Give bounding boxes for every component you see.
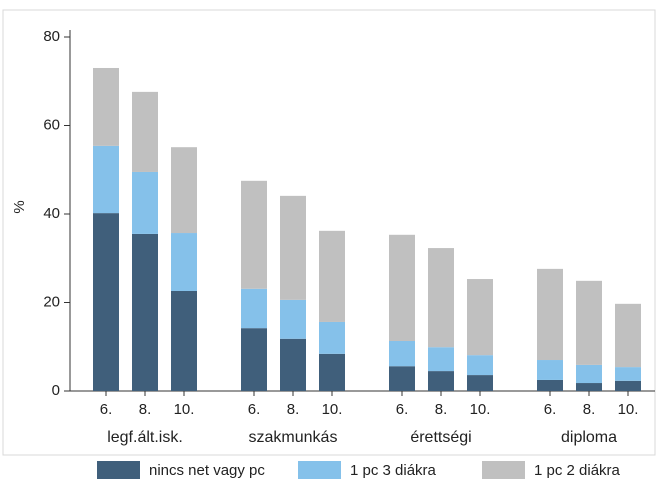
bar-segment xyxy=(467,279,493,356)
y-tick-label: 40 xyxy=(43,205,60,222)
bar-segment xyxy=(615,380,641,391)
bar-segment xyxy=(241,328,267,391)
group-label: érettségi xyxy=(410,429,471,446)
y-axis-label: % xyxy=(11,200,28,213)
x-tick-label: 10. xyxy=(618,401,639,418)
legend-swatch xyxy=(298,461,341,479)
bar-segment xyxy=(428,248,454,348)
bar-segment xyxy=(467,355,493,376)
bar-segment xyxy=(280,338,306,391)
bar-segment xyxy=(171,290,197,391)
group-label: szakmunkás xyxy=(249,429,338,446)
bar-segment xyxy=(319,321,345,354)
bar-segment xyxy=(537,360,563,380)
bar-segment xyxy=(93,67,119,146)
bar-segment xyxy=(428,371,454,391)
y-tick-label: 80 xyxy=(43,28,60,45)
bar-segment xyxy=(389,234,415,341)
x-tick-label: 6. xyxy=(544,401,557,418)
legend-label: 1 pc 2 diákra xyxy=(534,462,621,479)
bar-segment xyxy=(576,364,602,384)
y-tick-label: 20 xyxy=(43,293,60,310)
x-tick-label: 6. xyxy=(100,401,113,418)
bar-segment xyxy=(132,171,158,234)
bar-segment xyxy=(576,280,602,365)
x-tick-label: 10. xyxy=(174,401,195,418)
y-tick-label: 0 xyxy=(52,382,60,399)
bar-segment xyxy=(467,375,493,391)
x-tick-label: 8. xyxy=(583,401,596,418)
frame xyxy=(2,9,656,456)
bar-segment xyxy=(280,299,306,339)
bar-segment xyxy=(93,145,119,214)
bar-segment xyxy=(132,233,158,391)
bar-segment xyxy=(389,366,415,391)
bar-segment xyxy=(280,195,306,300)
legend-swatch xyxy=(97,461,140,479)
group-label: diploma xyxy=(561,429,617,446)
bar-segment xyxy=(132,91,158,172)
bar-segment xyxy=(241,288,267,329)
bar-segment xyxy=(537,379,563,391)
x-tick-label: 8. xyxy=(139,401,152,418)
x-tick-label: 10. xyxy=(470,401,491,418)
bar-segment xyxy=(93,213,119,391)
bar-segment xyxy=(428,347,454,372)
x-tick-label: 8. xyxy=(287,401,300,418)
bar-segment xyxy=(615,367,641,381)
bar-segment xyxy=(241,180,267,289)
bar-segment xyxy=(319,353,345,391)
bar-segment xyxy=(537,268,563,361)
y-tick-label: 60 xyxy=(43,116,60,133)
x-tick-label: 6. xyxy=(248,401,261,418)
legend-label: 1 pc 3 diákra xyxy=(350,462,437,479)
x-tick-label: 8. xyxy=(435,401,448,418)
bar-segment xyxy=(171,233,197,291)
x-tick-label: 10. xyxy=(322,401,343,418)
x-tick-label: 6. xyxy=(396,401,409,418)
bar-segment xyxy=(389,340,415,367)
legend-swatch xyxy=(482,461,525,479)
bar-segment xyxy=(171,147,197,234)
bar-segment xyxy=(576,383,602,391)
group-label: legf.ált.isk. xyxy=(107,429,183,446)
bar-segment xyxy=(319,230,345,322)
bar-segment xyxy=(615,303,641,368)
legend-label: nincs net vagy pc xyxy=(149,462,265,479)
